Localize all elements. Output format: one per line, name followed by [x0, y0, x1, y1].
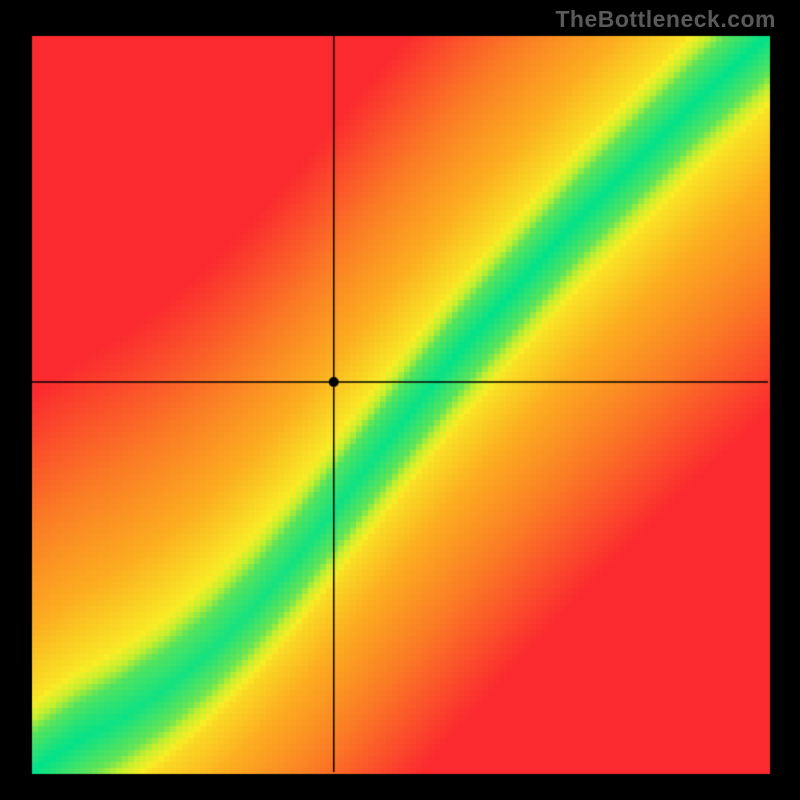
heatmap-canvas [0, 0, 800, 800]
watermark-text: TheBottleneck.com [555, 6, 776, 33]
stage: TheBottleneck.com [0, 0, 800, 800]
